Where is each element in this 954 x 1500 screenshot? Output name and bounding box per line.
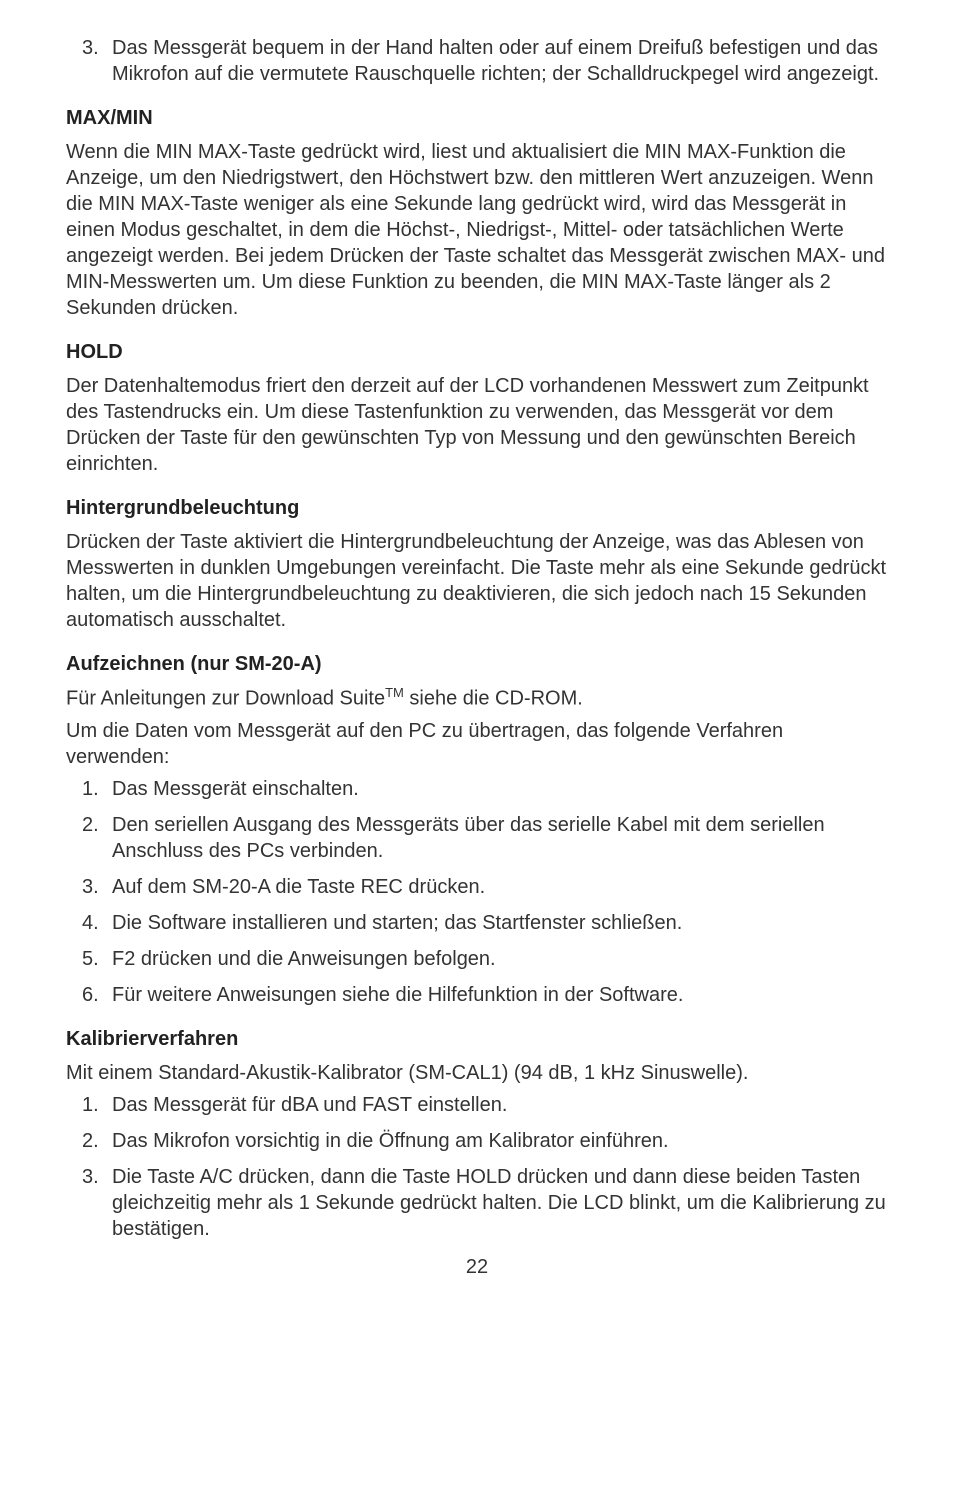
maxmin-heading: MAX/MIN [66,105,888,131]
hold-heading: HOLD [66,339,888,365]
intro-continued-list: Das Messgerät bequem in der Hand halten … [66,35,888,87]
calibration-step-3: Die Taste A/C drücken, dann die Taste HO… [112,1164,888,1242]
calibration-step-2: Das Mikrofon vorsichtig in die Öffnung a… [112,1128,888,1154]
calibration-heading: Kalibrierverfahren [66,1026,888,1052]
record-step-5: F2 drücken und die Anweisungen befolgen. [112,946,888,972]
record-p1a: Für Anleitungen zur Download Suite [66,688,385,710]
calibration-steps-list: Das Messgerät für dBA und FAST einstelle… [66,1092,888,1242]
record-heading: Aufzeichnen (nur SM-20-A) [66,651,888,677]
record-step-3: Auf dem SM-20-A die Taste REC drücken. [112,874,888,900]
record-step-1: Das Messgerät einschalten. [112,776,888,802]
record-p1b: siehe die CD-ROM. [404,688,583,710]
record-step-2: Den seriellen Ausgang des Messgeräts übe… [112,812,888,864]
calibration-p1: Mit einem Standard-Akustik-Kalibrator (S… [66,1060,888,1086]
backlight-body: Drücken der Taste aktiviert die Hintergr… [66,529,888,633]
record-p1: Für Anleitungen zur Download SuiteTM sie… [66,685,888,712]
trademark-symbol: TM [385,685,404,700]
maxmin-body: Wenn die MIN MAX-Taste gedrückt wird, li… [66,139,888,321]
intro-item-3: Das Messgerät bequem in der Hand halten … [112,35,888,87]
record-step-6: Für weitere Anweisungen siehe die Hilfef… [112,982,888,1008]
record-step-4: Die Software installieren und starten; d… [112,910,888,936]
backlight-heading: Hintergrundbeleuchtung [66,495,888,521]
calibration-step-1: Das Messgerät für dBA und FAST einstelle… [112,1092,888,1118]
record-p2: Um die Daten vom Messgerät auf den PC zu… [66,718,888,770]
hold-body: Der Datenhaltemodus friert den derzeit a… [66,373,888,477]
page-number: 22 [66,1254,888,1280]
record-steps-list: Das Messgerät einschalten. Den seriellen… [66,776,888,1008]
